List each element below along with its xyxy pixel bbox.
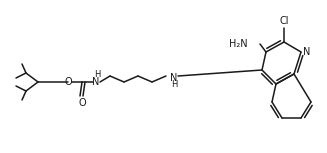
Text: Cl: Cl <box>279 16 289 26</box>
Text: N: N <box>92 77 100 87</box>
Text: H: H <box>94 69 100 78</box>
Text: N: N <box>303 47 311 57</box>
Text: H₂N: H₂N <box>229 39 248 49</box>
Text: O: O <box>64 77 72 87</box>
Text: O: O <box>78 98 86 108</box>
Text: N: N <box>170 73 178 83</box>
Text: H: H <box>171 80 177 88</box>
